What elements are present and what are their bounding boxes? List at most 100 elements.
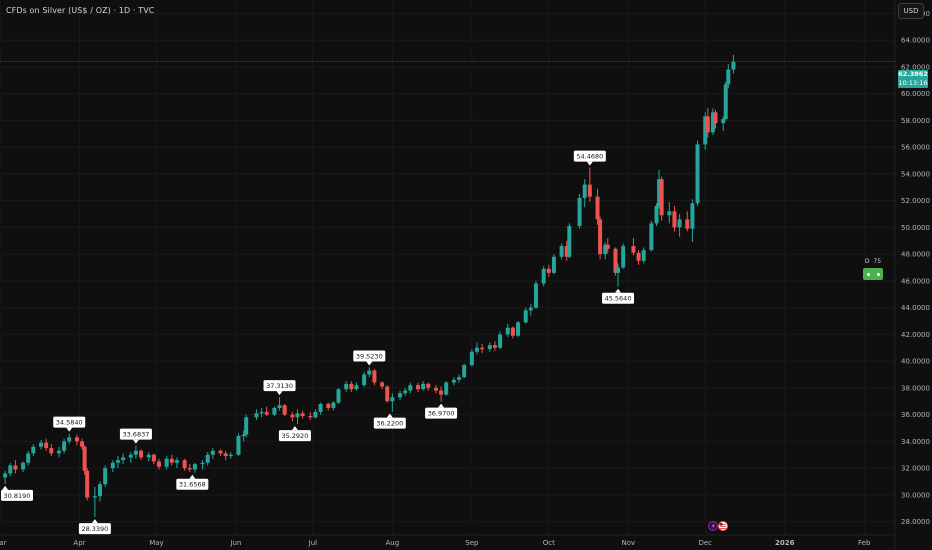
candle-body (613, 248, 618, 273)
annotation-pointer (438, 403, 445, 408)
time-axis[interactable]: Mar Apr May Jun Jul Aug Sep Oct Nov Dec 2026 Feb (0, 539, 871, 547)
candle-body (128, 454, 133, 458)
candle-body (510, 327, 515, 336)
currency-button[interactable]: USD (898, 3, 924, 19)
candle-body (421, 383, 426, 390)
chart-title[interactable]: CFDs on Silver (US$ / OZ) · 1D · TVC (6, 6, 155, 15)
candle-body (685, 219, 690, 229)
candle-body (631, 246, 636, 253)
candle-body (587, 184, 592, 197)
price-tick-label: 46.0000 (901, 277, 930, 285)
annotation-pointer (66, 427, 73, 432)
last-price-value: 62.3862 (898, 70, 928, 78)
candle-body (731, 61, 736, 70)
price-tick-label: 34.0000 (901, 438, 930, 446)
widget-left-label: D (864, 257, 870, 265)
time-tick-label: May (149, 539, 163, 547)
candle-body (598, 219, 603, 255)
candle-body (408, 385, 413, 391)
annotation-box (373, 417, 406, 429)
candle-body (49, 448, 54, 454)
candle-body (551, 256, 556, 273)
annotation-label: 35.2920 (281, 432, 308, 440)
annotation-pointer (2, 485, 9, 490)
price-tick-label: 60.0000 (901, 90, 930, 98)
candle-body (462, 365, 467, 378)
grid-lines (0, 0, 895, 535)
event-icons[interactable] (708, 521, 728, 531)
time-tick-label: Oct (543, 539, 555, 547)
us-flag-icon[interactable] (718, 521, 728, 531)
candle-body (603, 244, 608, 255)
widget-button[interactable] (863, 268, 883, 280)
candle-body (21, 462, 26, 470)
candle-body (546, 268, 551, 273)
time-tick-label: Feb (858, 539, 871, 547)
candle-body (210, 450, 215, 455)
candle-body (567, 226, 572, 257)
annotation-label: 28.3390 (81, 525, 108, 533)
candle-body (577, 197, 582, 227)
price-tick-label: 64.0000 (901, 37, 930, 45)
candle-body (115, 460, 120, 463)
candle-body (721, 119, 726, 124)
candle-body (205, 454, 210, 463)
candle-body (528, 307, 533, 311)
annotation-label: 36.2200 (376, 420, 403, 428)
annotation-pointer (586, 161, 593, 166)
price-tick-label: 36.0000 (901, 411, 930, 419)
candle-body (13, 465, 18, 470)
annotation-pointer (615, 288, 622, 293)
time-tick-label: Mar (0, 539, 7, 547)
annotation-label: 37.3130 (266, 382, 293, 390)
lightning-icon[interactable] (708, 521, 718, 531)
candle-body (8, 465, 13, 474)
annotation-pointer (189, 474, 196, 479)
candle-body (516, 322, 521, 336)
annotation-pointer (276, 391, 283, 396)
annotation-label: 33.6837 (122, 431, 149, 439)
time-tick-label: Jun (229, 539, 241, 547)
time-tick-label: Sep (465, 539, 479, 547)
candle-body (385, 386, 390, 402)
candle-body (103, 468, 108, 485)
candle-body (523, 310, 528, 323)
candle-body (241, 434, 246, 437)
candle-body (264, 411, 269, 415)
annotation-pointer (386, 413, 393, 418)
candle-body (244, 417, 249, 435)
candle-body (416, 385, 421, 390)
annotation-label: 30.8190 (4, 492, 31, 500)
candle-body (426, 383, 431, 388)
candle-body (398, 393, 403, 398)
candle-body (641, 250, 646, 261)
candle-body (605, 244, 610, 249)
annotation-pointer (132, 439, 139, 444)
time-tick-label: 2026 (775, 539, 795, 547)
price-tick-label: 38.0000 (901, 384, 930, 392)
candle-body (164, 458, 169, 467)
candle-body (457, 377, 462, 380)
time-tick-label: Jul (308, 539, 318, 547)
candle-body (98, 484, 103, 497)
candle-body (362, 374, 367, 386)
annotation-box (176, 478, 209, 490)
annotation-label: 39.5230 (356, 353, 383, 361)
candle-body (236, 436, 241, 455)
candle-body (492, 345, 497, 348)
bar-countdown: 10:13:16 (898, 78, 928, 87)
candle-body (92, 496, 97, 498)
price-tick-label: 56.0000 (901, 144, 930, 152)
candle-body (616, 267, 621, 273)
time-tick-label: Nov (621, 539, 635, 547)
candle-body (228, 454, 233, 457)
candle-body (121, 457, 126, 461)
candle-body (582, 184, 587, 198)
candle-body (559, 246, 564, 257)
candle-body (723, 84, 728, 120)
candle-body (26, 453, 31, 463)
candle-body (505, 327, 510, 335)
candle-body (156, 461, 161, 467)
candle-body (726, 69, 731, 85)
